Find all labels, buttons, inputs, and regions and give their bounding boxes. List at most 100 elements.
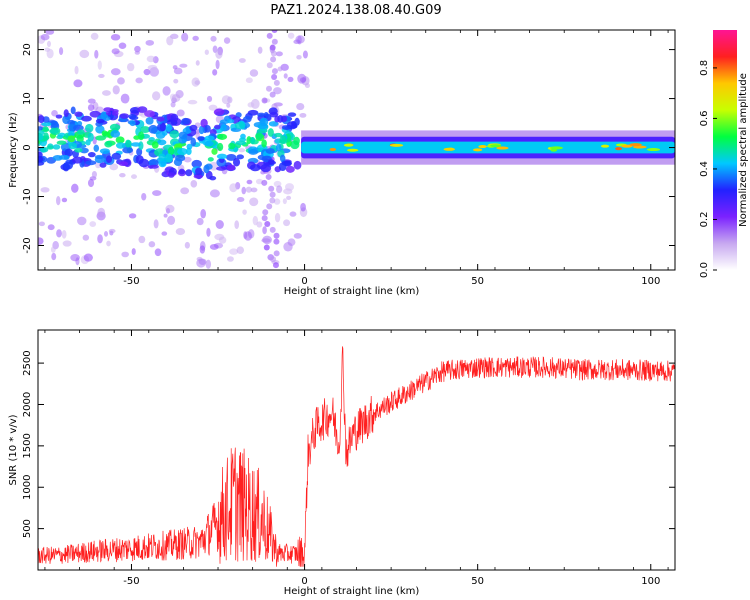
band-blob: [72, 156, 83, 164]
band-blob: [94, 154, 104, 160]
band-blob: [41, 122, 52, 127]
noise-blob: [121, 251, 129, 258]
band-blob: [38, 133, 44, 141]
noise-blob: [145, 39, 155, 46]
noise-blob: [262, 235, 272, 245]
band-blob: [269, 111, 279, 118]
noise-blob: [134, 45, 141, 53]
noise-blob: [274, 212, 281, 223]
band-blob: [51, 121, 59, 129]
noise-blob: [209, 189, 220, 198]
noise-blob: [79, 49, 90, 59]
band-blob: [169, 130, 180, 139]
band-blob: [217, 133, 228, 140]
noise-blob: [205, 259, 212, 269]
band-blob: [111, 152, 122, 160]
streak-blob: [261, 97, 268, 104]
noise-blob: [206, 95, 213, 102]
band-blob: [190, 137, 197, 147]
band-blob: [275, 143, 282, 152]
band-blob: [128, 113, 137, 120]
noise-blob: [77, 216, 87, 226]
band-blob: [242, 116, 252, 123]
streak-blob: [272, 262, 279, 269]
noise-blob: [162, 86, 171, 96]
band-blob: [177, 147, 188, 156]
noise-blob: [98, 73, 105, 78]
band-blob: [119, 113, 130, 119]
noise-blob: [135, 77, 143, 84]
noise-blob: [275, 51, 283, 57]
colorbar-tick-label: 0.8: [699, 60, 710, 76]
band-blob: [130, 142, 141, 147]
streak-blob: [262, 209, 269, 216]
noise-blob: [117, 77, 125, 85]
noise-blob: [82, 234, 90, 241]
band-blob: [158, 153, 166, 161]
band-blob: [144, 110, 156, 118]
noise-blob: [229, 248, 239, 255]
band-blob: [137, 106, 148, 113]
ridge-peak: [549, 146, 563, 150]
band-blob: [129, 120, 136, 127]
ridge-peak: [472, 148, 483, 152]
spectrogram-blobs: [38, 30, 675, 269]
band-blob: [220, 123, 227, 131]
ridge-peak: [646, 148, 661, 152]
band-blob: [260, 164, 272, 173]
band-blob: [40, 146, 49, 153]
ridge-peak: [343, 143, 354, 147]
top-y-axis-label: Frequency (Hz): [8, 112, 19, 188]
noise-blob: [146, 55, 156, 63]
band-blob: [77, 129, 85, 135]
band-blob: [89, 110, 101, 118]
noise-blob: [89, 221, 97, 227]
noise-blob: [97, 207, 106, 218]
noise-blob: [283, 219, 291, 227]
streak-blob: [266, 203, 273, 210]
noise-blob: [87, 104, 95, 112]
noise-blob: [141, 192, 147, 201]
top-frame: [37, 29, 676, 271]
band-blob: [115, 142, 126, 149]
streak-blob: [269, 226, 276, 233]
band-blob: [38, 161, 45, 166]
band-blob: [209, 175, 217, 181]
noise-blob: [95, 196, 103, 203]
noise-blob: [200, 209, 207, 219]
band-blob: [204, 135, 215, 141]
bottom-y-axis-label: SNR (10 * v/v): [8, 414, 19, 485]
ridge-peak: [478, 145, 487, 149]
band-blob: [149, 164, 159, 169]
noise-blob: [175, 227, 186, 236]
top-y-tick-label: 10: [22, 92, 33, 105]
band-blob: [85, 160, 97, 166]
noise-blob: [110, 33, 121, 41]
band-blob: [228, 142, 236, 150]
noise-blob: [109, 163, 119, 171]
noise-blob: [246, 179, 253, 185]
bottom-x-axis-label: Height of straight line (km): [284, 586, 420, 597]
band-blob: [248, 149, 259, 155]
noise-blob: [300, 202, 306, 212]
noise-blob: [111, 48, 120, 55]
band-blob: [103, 116, 111, 121]
noise-blob: [112, 85, 120, 95]
noise-blob: [40, 33, 50, 41]
noise-blob: [51, 110, 58, 117]
noise-blob: [153, 219, 159, 229]
band-blob: [106, 110, 112, 116]
noise-blob: [276, 185, 283, 194]
noise-blob: [61, 230, 67, 239]
band-blob: [193, 174, 203, 179]
band-blob: [246, 136, 252, 145]
noise-blob: [255, 178, 264, 185]
band-blob: [115, 136, 125, 144]
noise-blob: [173, 67, 183, 75]
noise-blob: [199, 245, 206, 254]
band-blob: [186, 143, 193, 150]
noise-blob: [287, 76, 294, 82]
bottom-x-tick-label: 50: [471, 576, 484, 587]
band-blob: [157, 139, 167, 146]
